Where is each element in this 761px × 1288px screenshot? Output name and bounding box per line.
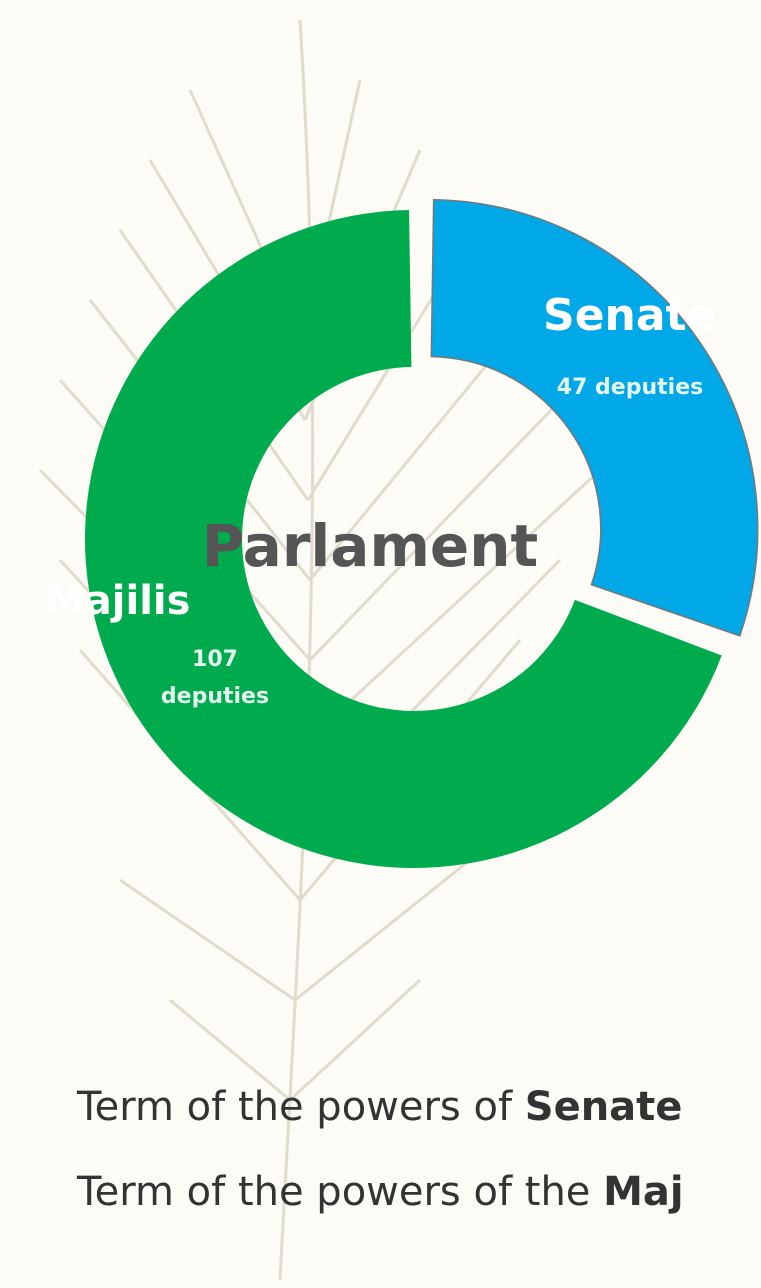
value-label: 47 deputies — [557, 375, 703, 400]
text-line: Term of the powers of Senate — [77, 1084, 682, 1130]
text: Term of the powers of the — [77, 1169, 603, 1215]
bold-text: Maj — [603, 1169, 684, 1215]
text-line: Term of the powers of the Maj — [77, 1169, 684, 1215]
slice-label: Senate — [543, 290, 716, 341]
slice-label: Majilis — [45, 578, 190, 624]
bold-text: Senate — [525, 1084, 683, 1130]
center-label: Parlament — [202, 512, 539, 580]
text: Term of the powers of — [77, 1084, 525, 1130]
page: Parlament Senate47 deputiesMajilis107dep… — [0, 0, 761, 1288]
